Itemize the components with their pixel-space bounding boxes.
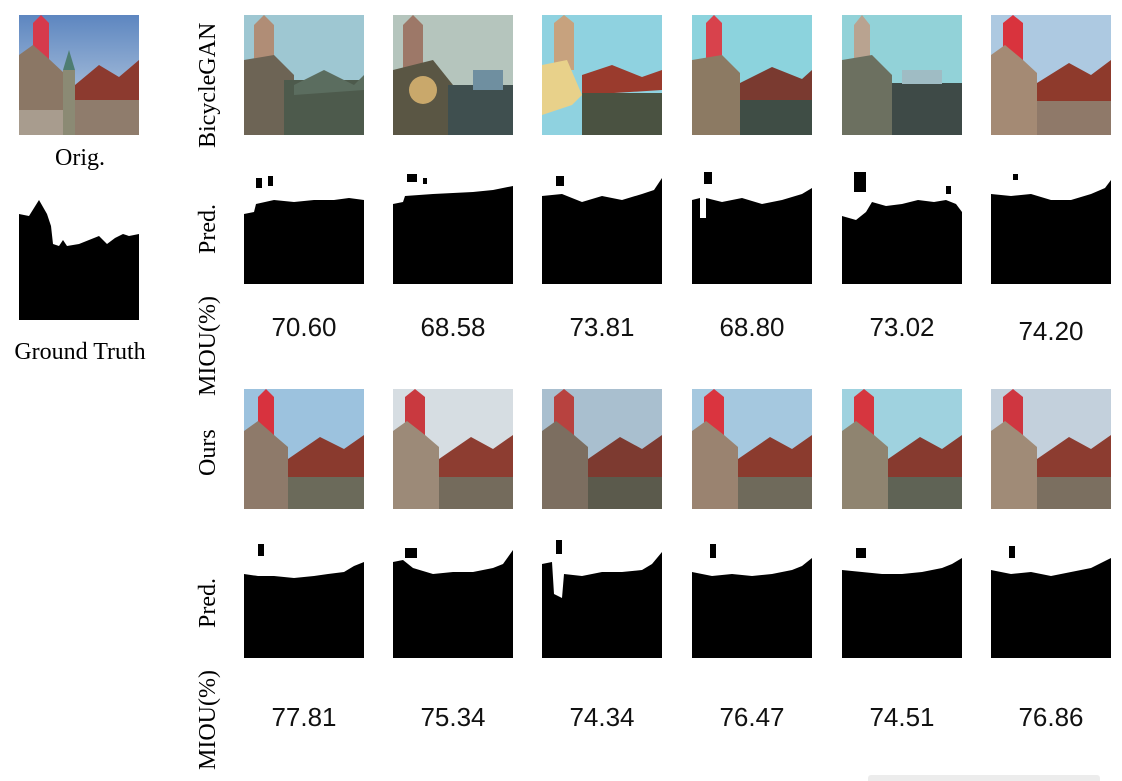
ours-miou-3: 74.34 [569,702,635,732]
ours-miou-6: 76.86 [1018,702,1084,732]
ours-mask-2 [393,538,513,658]
bicyclegan-mask-2 [393,164,513,284]
ours-mask-3 [542,538,662,658]
ours-image-3 [542,389,662,509]
horizontal-scrollbar[interactable] [868,775,1100,781]
orig-label: Orig. [55,145,105,171]
bicyclegan-mask-3 [542,164,662,284]
row-label-miou-bottom: MIOU(%) [195,670,221,770]
ours-image-5 [842,389,962,509]
ground-truth-label: Ground Truth [14,339,146,365]
bicyclegan-miou-2: 68.58 [420,312,486,342]
row-label-pred-bottom: Pred. [195,578,221,628]
bicyclegan-mask-4 [692,164,812,284]
bicyclegan-mask-1 [244,164,364,284]
bicyclegan-mask-6 [991,164,1111,284]
bicyclegan-image-2 [393,15,513,135]
bicyclegan-miou-1: 70.60 [271,312,337,342]
ours-image-1 [244,389,364,509]
bicyclegan-miou-4: 68.80 [719,312,785,342]
ours-image-4 [692,389,812,509]
row-label-bicyclegan: BicycleGAN [195,22,221,148]
row-label-miou-top: MIOU(%) [195,296,221,396]
bicyclegan-image-4 [692,15,812,135]
bicyclegan-miou-3: 73.81 [569,312,635,342]
bicyclegan-miou-6: 74.20 [1018,316,1084,346]
ground-truth-mask [19,200,139,320]
row-label-pred-top: Pred. [195,204,221,254]
ours-miou-5: 74.51 [869,702,935,732]
bicyclegan-image-6 [991,15,1111,135]
bicyclegan-mask-5 [842,164,962,284]
row-label-ours: Ours [195,429,221,476]
bicyclegan-image-1 [244,15,364,135]
ours-mask-6 [991,538,1111,658]
ours-mask-1 [244,538,364,658]
ours-image-6 [991,389,1111,509]
ours-miou-1: 77.81 [271,702,337,732]
bicyclegan-image-3 [542,15,662,135]
ours-mask-4 [692,538,812,658]
ours-miou-4: 76.47 [719,702,785,732]
original-image [19,15,139,135]
ours-image-2 [393,389,513,509]
ours-mask-5 [842,538,962,658]
bicyclegan-miou-5: 73.02 [869,312,935,342]
ours-miou-2: 75.34 [420,702,486,732]
bicyclegan-image-5 [842,15,962,135]
